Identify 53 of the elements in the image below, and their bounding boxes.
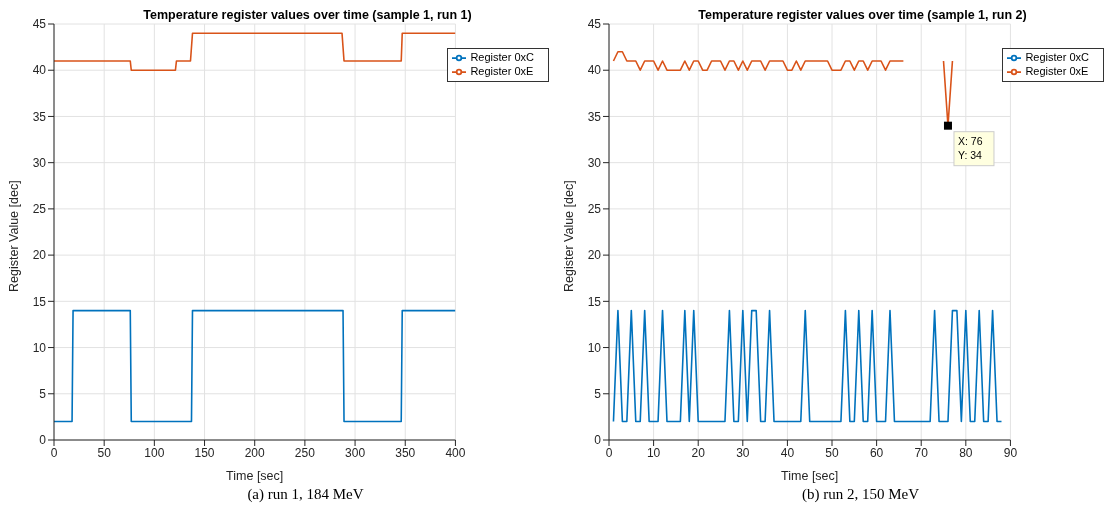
legend-label: Register 0xC [470,51,534,63]
y-tick-label: 35 [587,109,602,124]
y-axis-title: Register Value [dec] [7,180,22,292]
x-axis-title: Time [sec] [781,469,839,483]
x-axis-title: Time [sec] [226,469,284,483]
chart-title: Temperature register values over time (sample 1, run 2) [697,8,1028,22]
legend-label: Register 0xE [470,65,534,78]
x-tick-label: 0 [605,445,613,460]
y-tick-label: 15 [587,294,602,309]
y-tick-label: 5 [39,387,47,402]
y-tick-label: 20 [32,248,47,263]
x-tick-label: 80 [959,445,973,460]
y-tick-label: 45 [587,17,602,32]
y-tick-label: 30 [32,155,47,170]
y-tick-label: 45 [32,17,47,32]
x-tick-label: 30 [736,445,750,460]
x-tick-label: 60 [869,445,884,460]
x-tick-label: 40 [780,445,795,460]
datatip: X: 76 Y: 34 [944,121,995,167]
y-tick-label: 30 [587,155,602,170]
x-tick-label: 350 [395,445,416,460]
x-tick-label: 0 [50,445,58,460]
y-tick-label: 10 [32,340,47,355]
x-tick-label: 50 [97,445,112,460]
x-tick-label: 90 [1003,445,1018,460]
text: (a) run 1, 184 MeV [246,486,365,503]
y-tick-label: 0 [39,433,47,448]
x-tick-label: 150 [194,445,215,460]
x-tick-label: 50 [825,445,840,460]
x-tick-label: 10 [646,445,661,460]
y-tick-label: 25 [32,202,47,217]
annotation: X: 76 Y: 34 [957,134,983,161]
x-tick-label: 250 [294,445,316,460]
y-tick-label: 40 [587,63,602,78]
y-tick-label: 0 [594,433,602,448]
y-tick-label: 10 [587,340,602,355]
chart-title: Temperature register values over time (sample 1, run 1) [142,8,473,22]
x-tick-label: 20 [691,445,706,460]
legend-label: Register 0xE [1025,65,1089,78]
x-tick-label: 300 [345,445,366,460]
y-tick-label: 20 [587,248,602,263]
y-tick-label: 25 [587,202,602,217]
y-axis-title: Register Value [dec] [562,180,577,292]
y-tick-label: 35 [32,109,47,124]
x-tick-label: 100 [144,445,165,460]
x-tick-label: 400 [445,445,466,460]
x-tick-label: 70 [914,445,929,460]
y-tick-label: 5 [594,387,602,402]
legend-label: Register 0xC [1025,51,1089,63]
x-tick-label: 200 [244,445,266,460]
y-tick-label: 40 [32,63,47,78]
y-tick-label: 15 [32,294,47,309]
text: (b) run 2, 150 MeV [800,486,921,503]
